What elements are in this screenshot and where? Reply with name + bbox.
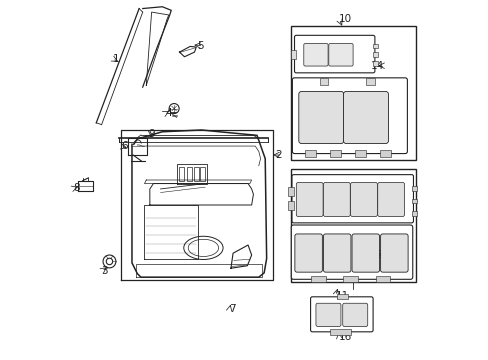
Text: 3: 3 xyxy=(102,266,108,276)
FancyBboxPatch shape xyxy=(291,225,412,279)
Text: 4: 4 xyxy=(165,108,172,118)
FancyBboxPatch shape xyxy=(310,297,372,332)
Bar xyxy=(372,44,377,48)
Bar xyxy=(319,78,328,85)
Bar xyxy=(375,276,389,282)
FancyBboxPatch shape xyxy=(323,183,349,216)
Bar xyxy=(288,187,293,196)
Text: 15: 15 xyxy=(370,203,383,213)
FancyBboxPatch shape xyxy=(298,91,343,144)
FancyBboxPatch shape xyxy=(377,183,404,216)
Bar xyxy=(411,186,416,191)
Text: 9: 9 xyxy=(148,129,154,139)
FancyBboxPatch shape xyxy=(343,91,387,144)
Bar xyxy=(329,150,340,157)
FancyBboxPatch shape xyxy=(351,234,379,272)
FancyBboxPatch shape xyxy=(323,234,350,272)
Text: 11: 11 xyxy=(335,291,348,301)
Bar xyxy=(354,150,365,157)
Text: 10: 10 xyxy=(339,14,351,24)
Text: 16: 16 xyxy=(339,332,352,342)
Bar xyxy=(305,150,315,157)
Text: 13: 13 xyxy=(370,250,383,260)
FancyBboxPatch shape xyxy=(350,183,377,216)
Bar xyxy=(380,150,390,157)
Bar xyxy=(411,211,416,216)
Bar xyxy=(311,276,325,282)
Bar xyxy=(365,78,374,85)
Bar xyxy=(329,329,351,335)
Bar xyxy=(411,199,416,203)
Bar xyxy=(193,167,198,181)
Bar xyxy=(372,62,377,66)
Text: 6: 6 xyxy=(121,141,128,152)
FancyBboxPatch shape xyxy=(296,183,323,216)
Bar xyxy=(290,169,415,282)
Bar xyxy=(343,276,357,282)
Text: 12: 12 xyxy=(370,116,383,126)
FancyBboxPatch shape xyxy=(294,35,374,73)
Bar xyxy=(336,294,347,298)
Text: 7: 7 xyxy=(229,304,236,314)
Text: 5: 5 xyxy=(196,41,203,51)
Bar xyxy=(290,26,415,160)
Bar xyxy=(179,167,184,181)
Bar xyxy=(186,167,191,181)
Text: 14: 14 xyxy=(370,61,383,71)
Text: 2: 2 xyxy=(275,150,282,160)
Bar xyxy=(291,50,296,59)
Bar xyxy=(200,167,204,181)
FancyBboxPatch shape xyxy=(291,175,413,223)
FancyBboxPatch shape xyxy=(292,78,407,154)
FancyBboxPatch shape xyxy=(328,44,352,66)
Bar xyxy=(372,53,377,57)
FancyBboxPatch shape xyxy=(303,44,327,66)
Text: 1: 1 xyxy=(112,54,119,64)
FancyBboxPatch shape xyxy=(342,303,367,327)
FancyBboxPatch shape xyxy=(380,234,407,272)
Bar xyxy=(288,202,293,210)
Text: 8: 8 xyxy=(74,183,80,193)
FancyBboxPatch shape xyxy=(315,303,340,327)
FancyBboxPatch shape xyxy=(294,234,322,272)
